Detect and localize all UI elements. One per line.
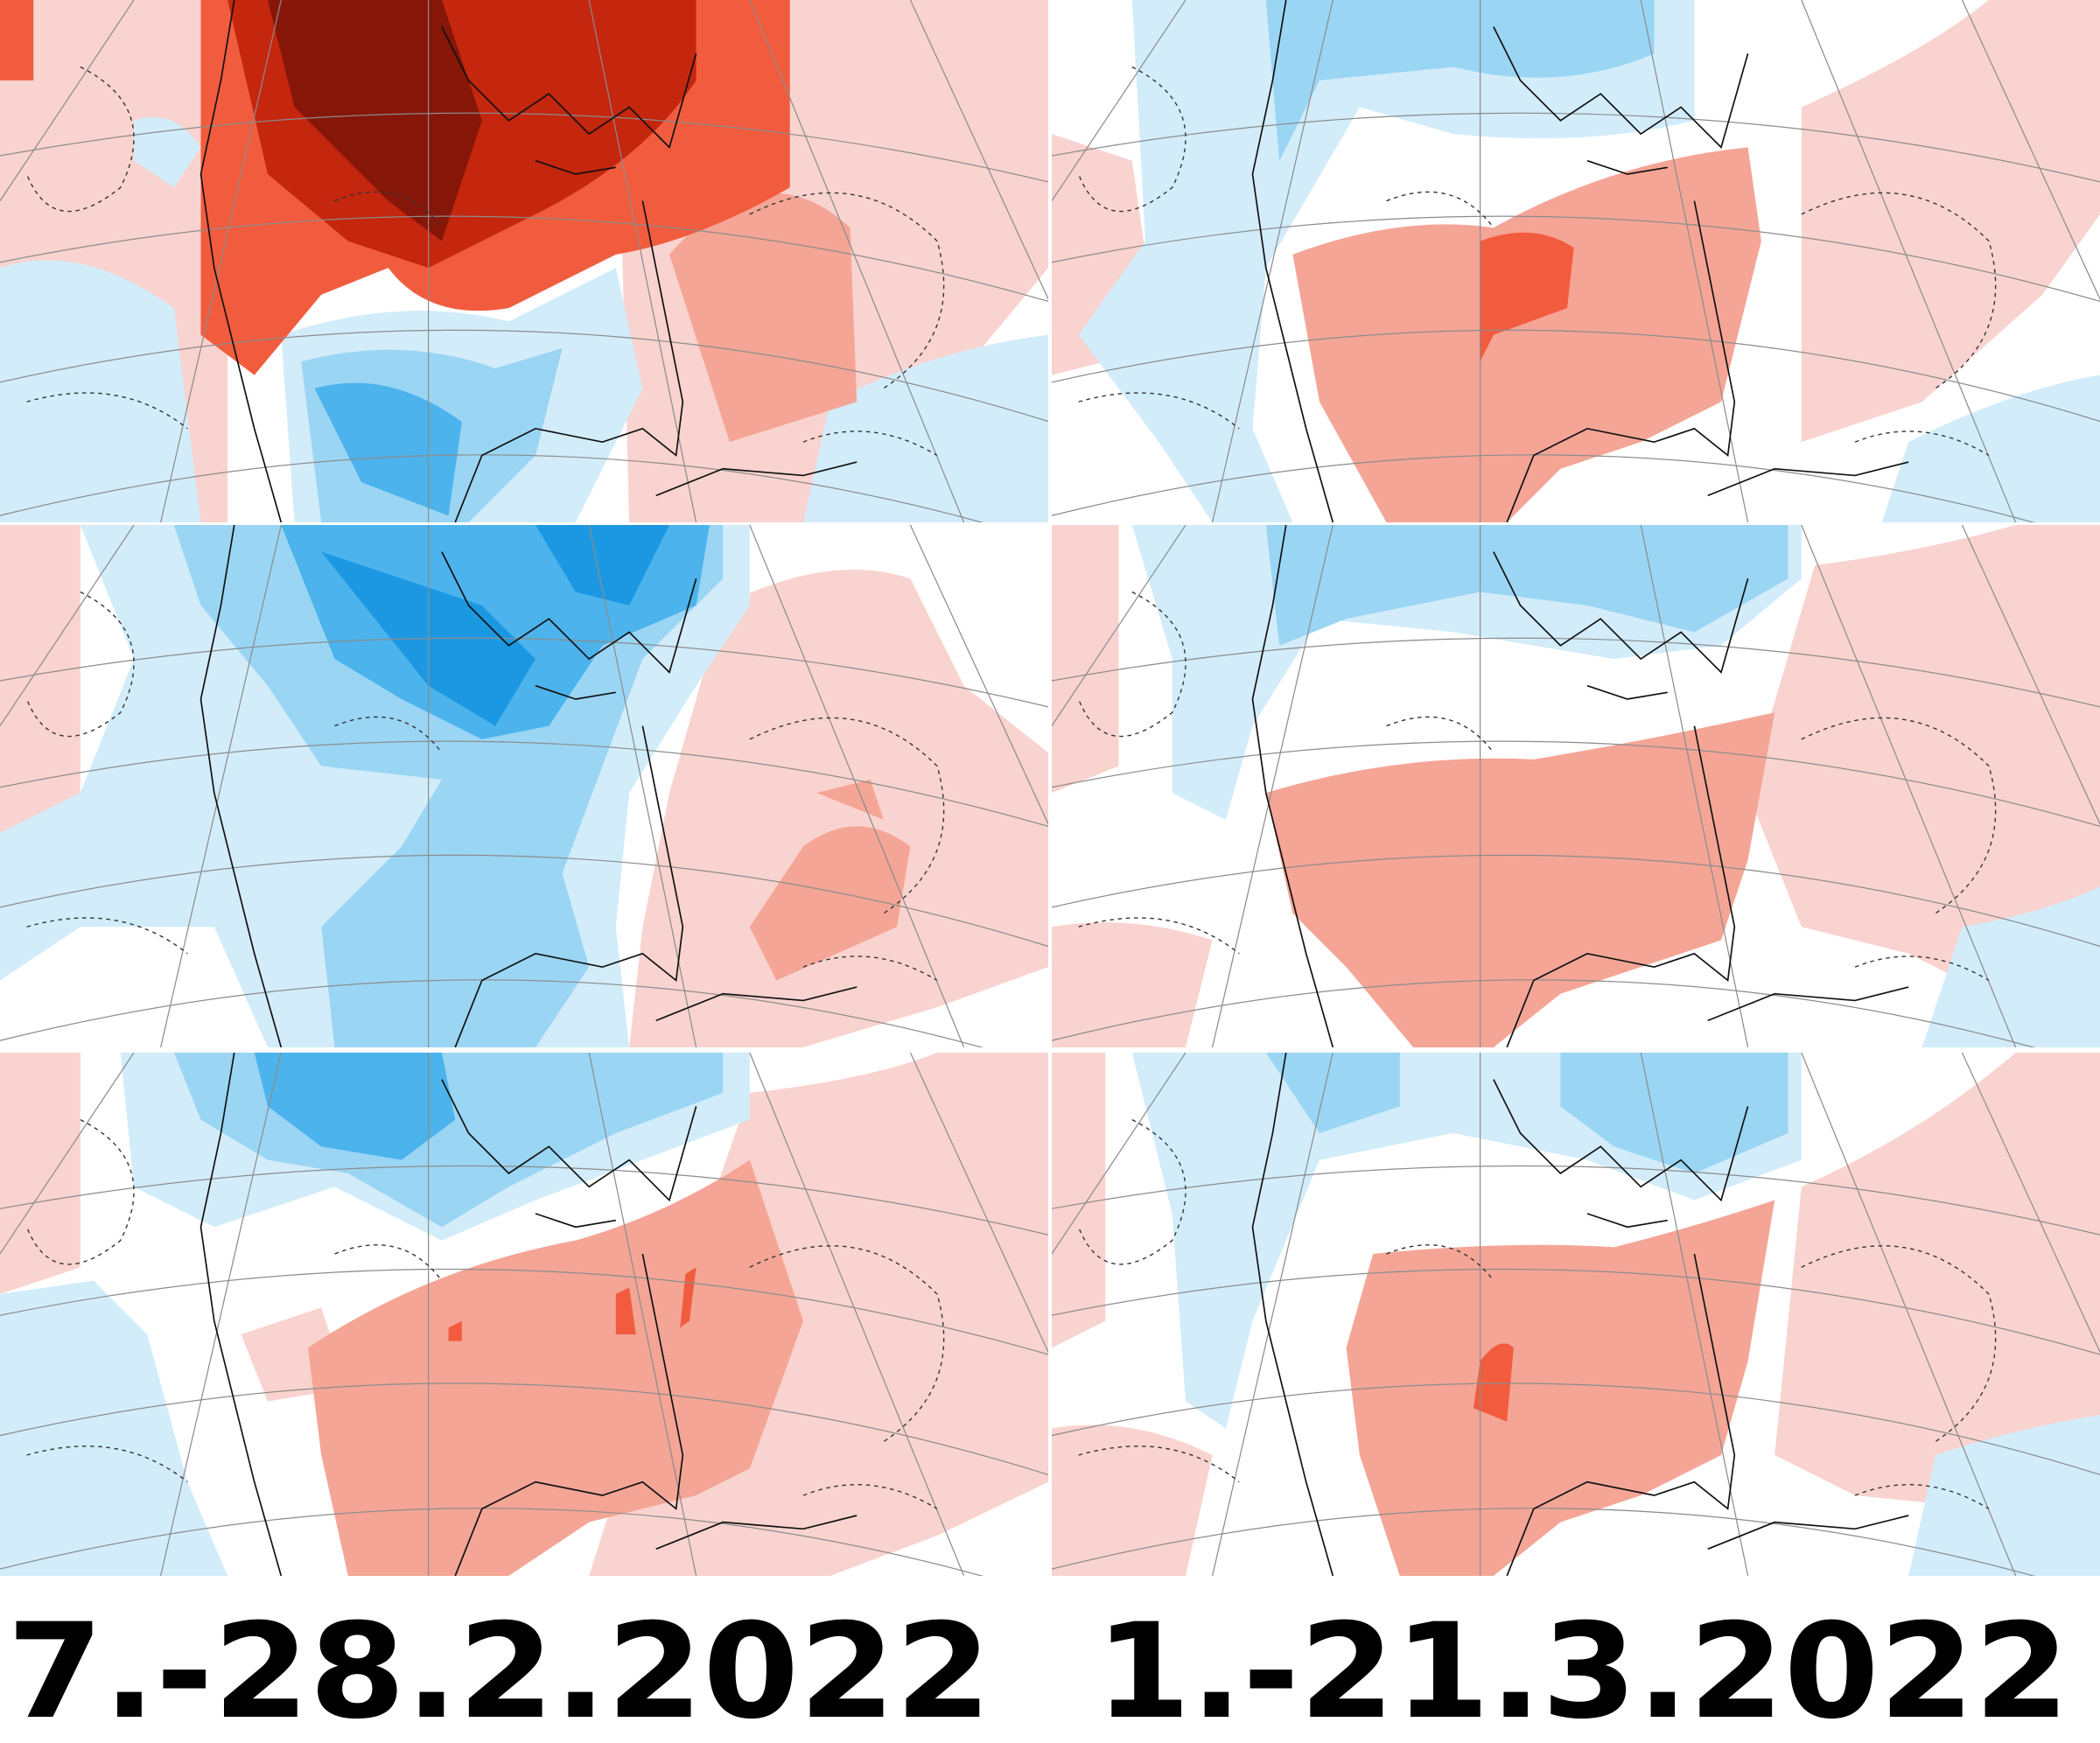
anomaly-warm [1346, 1200, 1775, 1576]
map-panel [0, 0, 1048, 522]
map-panel [1052, 1053, 2100, 1576]
anomaly-warm [1292, 147, 1761, 522]
anomaly-light-cold [0, 116, 1048, 522]
period-caption: 1.-21.3.2022 [1096, 1596, 2069, 1743]
period-caption: 7.-28.2.2022 [7, 1596, 991, 1743]
map-panel [0, 1053, 1048, 1576]
caption-bar: 7.-28.2.2022 1.-21.3.2022 [7, 1596, 2069, 1743]
anomaly-light-warm [1052, 525, 2100, 1047]
anomaly-cold [1265, 1053, 1788, 1173]
anomaly-cold [1265, 525, 1788, 646]
anomaly-warm [307, 1159, 804, 1576]
anomaly-warm [669, 192, 858, 443]
anomaly-light-cold [0, 1053, 750, 1576]
anomaly-cold [1265, 0, 1655, 161]
anomaly-light-warm [1052, 0, 2100, 443]
anomaly-light-cold [1131, 1053, 2100, 1576]
anomaly-very-cold [321, 525, 670, 726]
anomaly-warm [749, 779, 911, 981]
anomaly-light-warm [1052, 1053, 2100, 1576]
anomaly-warm [1265, 712, 1775, 1047]
anomaly-strong-cold [314, 382, 462, 516]
map-panel [1052, 525, 2100, 1047]
map-panel [0, 525, 1048, 1047]
anomaly-light-warm [0, 1053, 1048, 1576]
map-panel [1052, 0, 2100, 522]
anomaly-light-cold [1078, 0, 2100, 522]
anomaly-light-cold [1131, 525, 2100, 1047]
anomaly-strong-warm [1473, 1343, 1514, 1422]
anomaly-strong-warm [1480, 232, 1574, 362]
anomaly-strong-cold [254, 1053, 456, 1160]
